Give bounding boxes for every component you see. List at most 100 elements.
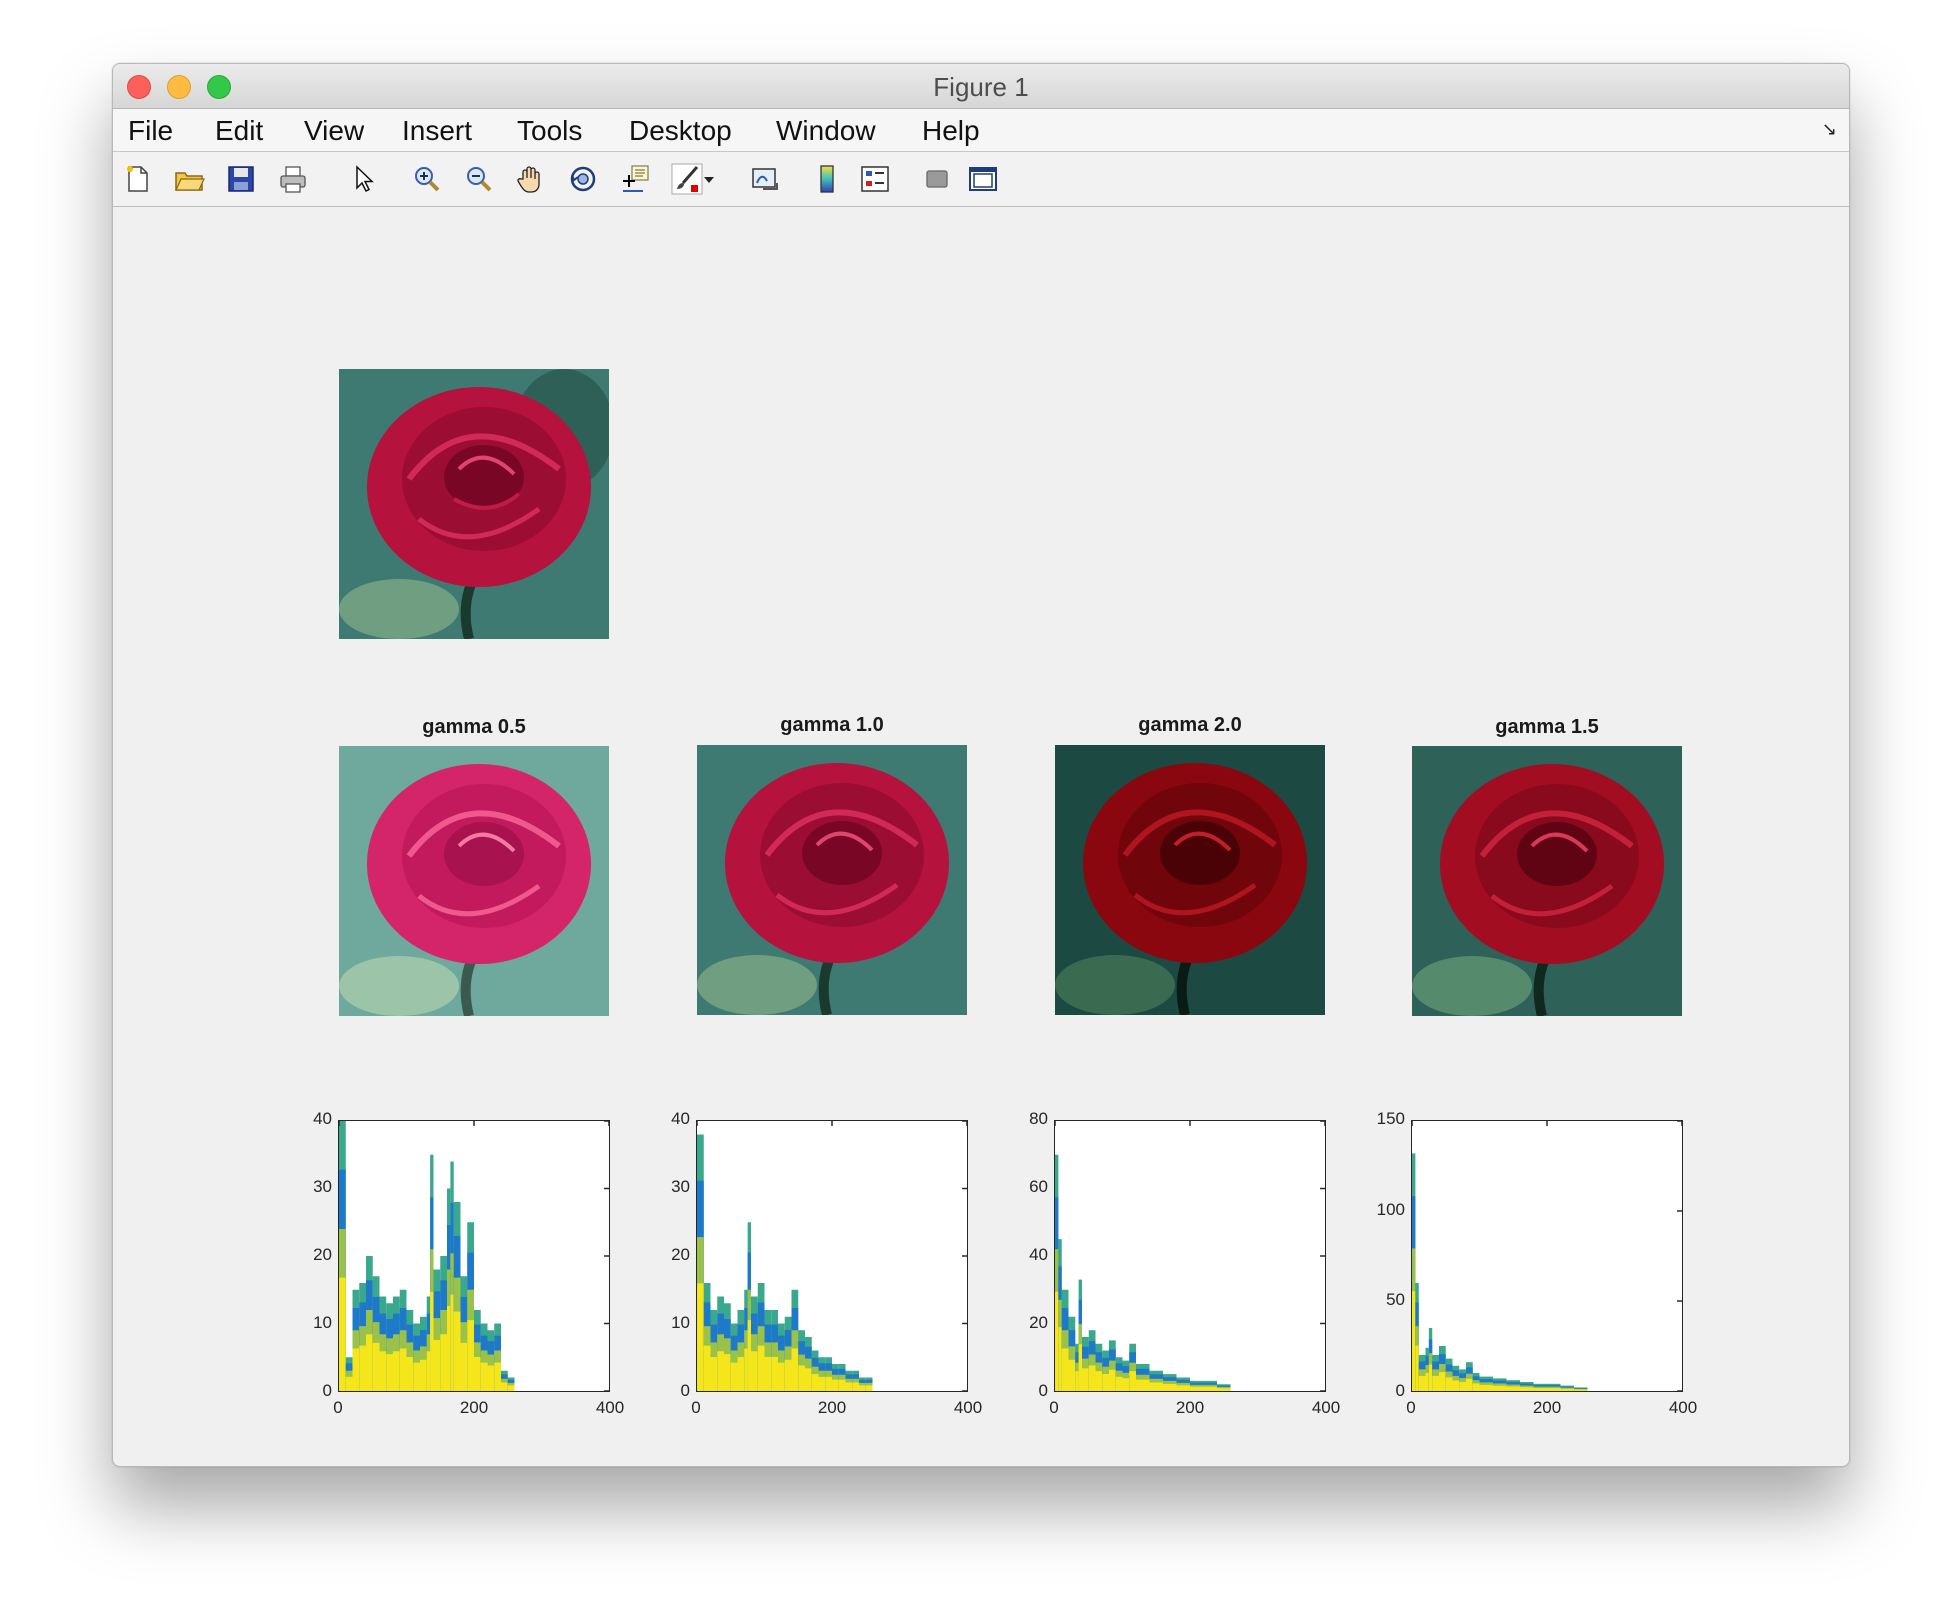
x-tick-label: 200 <box>817 1398 847 1417</box>
y-tick-label: 10 <box>671 1313 690 1332</box>
show-plot-tools-icon[interactable] <box>965 161 1001 197</box>
histogram-bar <box>1520 1387 1534 1391</box>
histogram-bar <box>413 1362 420 1391</box>
brush-icon[interactable] <box>669 161 705 197</box>
menu-desktop[interactable]: Desktop <box>629 115 732 146</box>
y-tick-label: 100 <box>1376 1199 1405 1219</box>
histogram-bar <box>1439 1372 1446 1391</box>
menu-bar: File Edit View Insert Tools Desktop Wind… <box>113 109 1849 152</box>
histogram-bar <box>447 1305 451 1391</box>
histogram-bar <box>764 1356 772 1391</box>
histogram-bar <box>487 1365 495 1391</box>
histogram-bar <box>430 1291 434 1391</box>
histogram-bar <box>345 1376 353 1391</box>
menu-help[interactable]: Help <box>922 115 980 146</box>
histogram-bar <box>352 1348 360 1391</box>
histogram-bar <box>811 1373 819 1391</box>
open-file-icon[interactable] <box>171 161 207 197</box>
link-plot-icon[interactable] <box>747 161 783 197</box>
menu-file[interactable]: File <box>128 115 174 146</box>
histogram-bar <box>480 1362 488 1391</box>
histogram-bar <box>386 1354 393 1391</box>
close-window-button[interactable] <box>127 75 151 99</box>
histogram-bar <box>1574 1389 1588 1391</box>
histogram-gamma-15 <box>1411 1120 1683 1392</box>
histogram-bar <box>359 1345 366 1391</box>
y-tick-label: 0 <box>1038 1381 1048 1400</box>
figure-canvas: gamma 0.5 gamma 1.0 <box>113 207 1849 1466</box>
rose-image-gamma-20 <box>1055 745 1325 1015</box>
histogram-gamma-20 <box>1054 1120 1326 1392</box>
histogram-bar <box>710 1356 718 1391</box>
menu-view[interactable]: View <box>304 115 365 146</box>
histogram-bar <box>1115 1376 1123 1391</box>
histogram-bar <box>778 1362 785 1391</box>
histogram-bar <box>1203 1386 1217 1391</box>
pan-icon[interactable] <box>513 161 549 197</box>
save-icon[interactable] <box>223 161 259 197</box>
panel-title-gamma-20: gamma 2.0 <box>1138 714 1242 736</box>
y-tick-label: 30 <box>313 1177 332 1196</box>
histogram-bar <box>1095 1371 1103 1391</box>
histogram-bar <box>1068 1359 1076 1391</box>
zoom-in-icon[interactable] <box>409 161 445 197</box>
histogram-bars <box>1055 1121 1325 1391</box>
y-tick-label: 0 <box>1395 1381 1405 1400</box>
histogram-bar <box>1190 1386 1204 1391</box>
histogram-bar <box>697 1283 704 1391</box>
print-icon[interactable] <box>275 161 311 197</box>
histogram-bar <box>832 1379 839 1391</box>
histogram-bar <box>1412 1291 1416 1391</box>
minimize-window-button[interactable] <box>167 75 191 99</box>
histogram-bar <box>838 1379 846 1391</box>
colorbar-icon[interactable] <box>809 161 845 197</box>
hide-plot-tools-icon[interactable] <box>919 161 955 197</box>
histogram-bar <box>737 1356 745 1391</box>
window-title: Figure 1 <box>933 72 1029 102</box>
y-tick-label: 20 <box>313 1245 332 1264</box>
dock-arrow-icon[interactable]: ↘ <box>1821 119 1837 139</box>
histogram-bar <box>771 1356 778 1391</box>
histogram-bar <box>453 1311 461 1391</box>
menu-edit[interactable]: Edit <box>215 115 264 146</box>
histogram-bar <box>1122 1378 1130 1391</box>
histogram-bar <box>501 1382 508 1391</box>
rose-picture <box>1412 746 1682 1016</box>
histogram-bar <box>865 1385 873 1391</box>
title-bar: Figure 1 <box>113 64 1849 109</box>
histogram-bar <box>1136 1379 1150 1391</box>
menu-window[interactable]: Window <box>776 115 876 146</box>
histogram-bar <box>1415 1345 1419 1391</box>
histogram-bar <box>1109 1369 1116 1391</box>
panel-title-gamma-05: gamma 0.5 <box>422 716 526 738</box>
maximize-window-button[interactable] <box>207 75 231 99</box>
histogram-bar <box>1217 1388 1231 1391</box>
brush-dropdown-icon[interactable] <box>699 161 719 197</box>
new-figure-icon[interactable] <box>119 161 155 197</box>
histogram-bar <box>757 1345 765 1391</box>
histogram-bars <box>697 1121 967 1391</box>
zoom-out-icon[interactable] <box>461 161 497 197</box>
y-tick-label: 150 <box>1376 1109 1405 1128</box>
legend-icon[interactable] <box>857 161 893 197</box>
histogram-bars <box>339 1121 609 1391</box>
panel-title-gamma-10: gamma 1.0 <box>780 714 884 736</box>
data-cursor-icon[interactable] <box>617 161 653 197</box>
histogram-bar <box>1560 1388 1574 1391</box>
histogram-bar <box>1082 1368 1089 1391</box>
x-tick-label: 0 <box>1406 1398 1416 1417</box>
histogram-bar <box>1547 1387 1561 1391</box>
y-tick-label: 60 <box>1029 1177 1048 1196</box>
histogram-bar <box>1061 1348 1069 1391</box>
histogram-bar <box>406 1356 414 1391</box>
histogram-bar <box>1078 1344 1082 1391</box>
histogram-bar <box>507 1385 515 1391</box>
rotate-3d-icon[interactable] <box>565 161 601 197</box>
menu-tools[interactable]: Tools <box>517 115 583 146</box>
histogram-bar <box>379 1351 387 1391</box>
menu-insert[interactable]: Insert <box>402 115 473 146</box>
x-tick-label: 0 <box>1049 1398 1059 1417</box>
histogram-bar <box>845 1382 853 1391</box>
histogram-bar <box>339 1277 346 1391</box>
pointer-icon[interactable] <box>345 161 381 197</box>
